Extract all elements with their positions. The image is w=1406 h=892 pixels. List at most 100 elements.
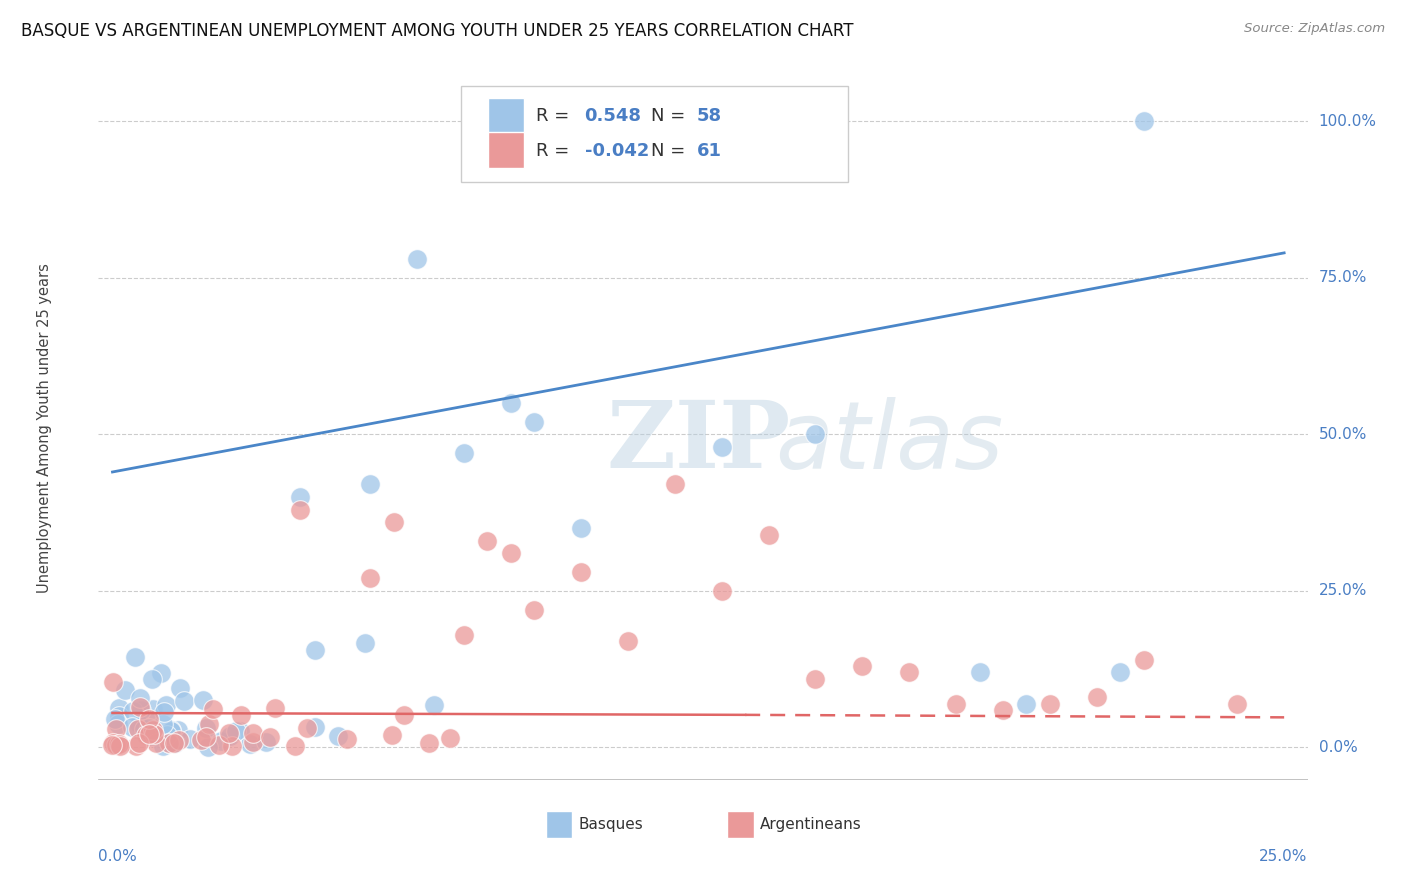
Point [1132, 653, 1154, 667]
Point [138, 721, 160, 735]
Text: -0.042: -0.042 [585, 143, 650, 161]
Point [499, 396, 522, 410]
FancyBboxPatch shape [488, 98, 524, 134]
Point [194, 730, 217, 744]
Point [359, 571, 381, 585]
Point [143, 727, 166, 741]
Point [194, 721, 217, 735]
Text: Argentineans: Argentineans [759, 817, 862, 832]
Point [129, 703, 152, 717]
Point [197, 740, 219, 755]
Point [354, 635, 377, 649]
Point [477, 533, 499, 548]
FancyBboxPatch shape [488, 132, 524, 168]
Point [359, 477, 381, 491]
Point [758, 527, 780, 541]
Text: Source: ZipAtlas.com: Source: ZipAtlas.com [1244, 22, 1385, 36]
Point [239, 737, 262, 751]
Point [135, 728, 157, 742]
Point [104, 723, 127, 737]
Point [150, 666, 173, 681]
Point [163, 736, 186, 750]
Point [1132, 114, 1154, 128]
Point [969, 665, 991, 680]
FancyBboxPatch shape [727, 812, 754, 838]
Point [208, 738, 231, 752]
Point [127, 722, 149, 736]
Point [254, 735, 277, 749]
Point [103, 736, 125, 750]
Point [157, 736, 180, 750]
Point [453, 446, 475, 460]
Point [569, 521, 592, 535]
Point [710, 583, 733, 598]
Point [295, 721, 318, 735]
Point [190, 733, 212, 747]
Point [121, 720, 143, 734]
Point [139, 729, 162, 743]
Point [664, 477, 686, 491]
Text: R =: R = [536, 107, 575, 125]
Point [288, 490, 311, 504]
Point [104, 712, 127, 726]
Point [141, 727, 163, 741]
Point [160, 723, 183, 738]
Point [114, 682, 136, 697]
Point [124, 649, 146, 664]
Point [173, 694, 195, 708]
Point [221, 739, 243, 754]
Point [152, 717, 174, 731]
Text: N =: N = [651, 107, 690, 125]
Text: 0.548: 0.548 [585, 107, 641, 125]
Point [523, 415, 546, 429]
Text: N =: N = [651, 143, 690, 161]
Point [107, 717, 129, 731]
Point [141, 723, 163, 737]
Point [242, 726, 264, 740]
Point [142, 702, 165, 716]
Point [160, 723, 183, 737]
Point [304, 643, 326, 657]
Point [1039, 697, 1062, 711]
Point [439, 731, 461, 745]
Point [108, 700, 131, 714]
Point [394, 708, 416, 723]
Point [108, 739, 131, 753]
Point [179, 731, 201, 746]
Point [418, 736, 440, 750]
Point [141, 672, 163, 686]
Text: 25.0%: 25.0% [1319, 583, 1367, 599]
Point [1015, 697, 1038, 711]
Text: 75.0%: 75.0% [1319, 270, 1367, 285]
Point [804, 427, 827, 442]
Point [138, 727, 160, 741]
Point [991, 703, 1014, 717]
Point [1085, 690, 1108, 705]
Point [304, 720, 326, 734]
Point [945, 697, 967, 711]
Point [128, 690, 150, 705]
Point [406, 252, 429, 267]
Point [107, 738, 129, 752]
Point [229, 723, 252, 738]
Point [1109, 665, 1132, 680]
Text: 100.0%: 100.0% [1319, 114, 1376, 129]
Point [1226, 697, 1249, 711]
Point [157, 736, 180, 750]
Point [152, 739, 174, 753]
Point [134, 722, 156, 736]
Point [167, 733, 190, 747]
Point [163, 736, 186, 750]
Point [138, 712, 160, 726]
Point [382, 515, 405, 529]
Point [851, 659, 873, 673]
Point [101, 738, 124, 752]
Text: 0.0%: 0.0% [1319, 739, 1357, 755]
Point [804, 672, 827, 686]
FancyBboxPatch shape [461, 86, 848, 182]
Point [453, 628, 475, 642]
Point [129, 699, 152, 714]
Point [209, 734, 232, 748]
Point [128, 717, 150, 731]
Point [153, 705, 176, 719]
